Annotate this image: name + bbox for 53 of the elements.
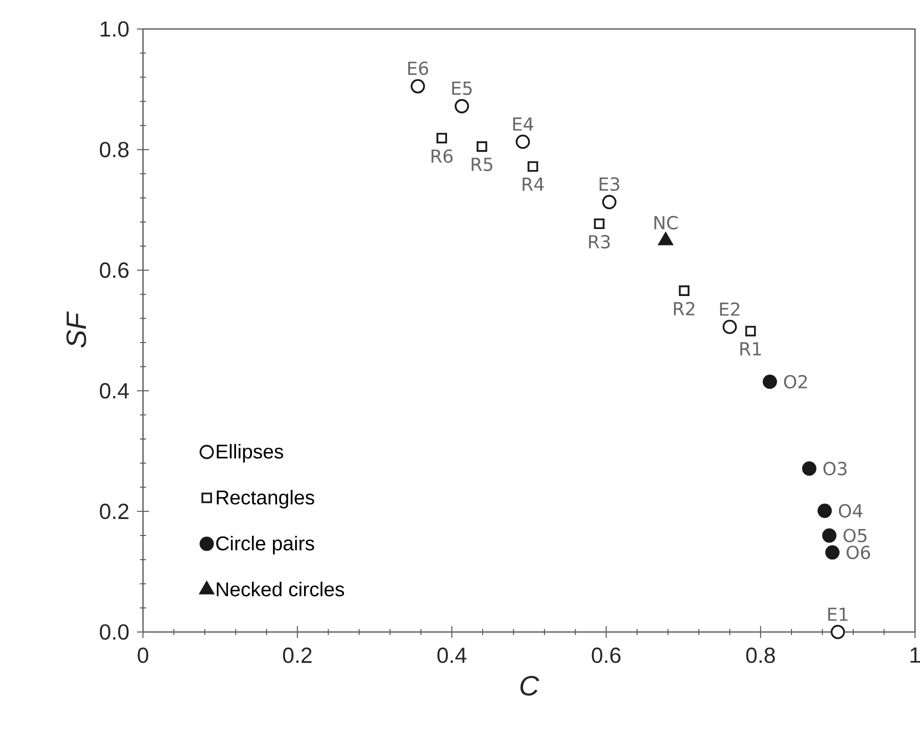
- y-tick-label: 0.8: [100, 142, 129, 158]
- point: [818, 504, 832, 518]
- point: [436, 132, 448, 144]
- point: [410, 79, 425, 94]
- y-tick-label: 1.0: [100, 21, 129, 37]
- x-tick-label: 0.2: [283, 648, 312, 664]
- annotation: E5: [452, 82, 472, 95]
- y-tick-label: 0.0: [100, 624, 129, 640]
- legend-label: Rectangles: [216, 490, 314, 508]
- point: [476, 141, 488, 152]
- point: [762, 374, 778, 389]
- annotation: NC: [654, 216, 678, 230]
- annotation: E2: [720, 302, 740, 316]
- point: [454, 99, 469, 114]
- annotation: R5: [472, 158, 492, 172]
- annotation: E4: [513, 117, 534, 131]
- y-tick-label: 0.2: [100, 504, 128, 520]
- x-tick-label: 0.4: [437, 648, 466, 664]
- annotation: E3: [600, 177, 620, 191]
- annotation: O4: [838, 504, 862, 518]
- point: [528, 161, 538, 172]
- point: [825, 545, 840, 560]
- annotation: O2: [784, 374, 807, 389]
- annotation: R2: [674, 302, 694, 316]
- annotation: O5: [844, 528, 866, 542]
- annotation: R4: [522, 178, 544, 191]
- x-tick-label: 1: [910, 648, 920, 663]
- point: [722, 320, 737, 334]
- annotation: R3: [589, 234, 610, 249]
- annotation: R6: [432, 149, 453, 163]
- point: [516, 134, 530, 149]
- annotation: R1: [740, 342, 761, 356]
- annotation: E1: [828, 608, 848, 621]
- point: [745, 326, 756, 336]
- x-tick-label: 0.6: [592, 648, 620, 664]
- legend-label: Circle pairs: [216, 536, 314, 554]
- x-axis-title: C: [520, 676, 540, 696]
- point: [602, 194, 616, 210]
- x-tick-label: 0.8: [746, 648, 775, 664]
- point: [802, 461, 816, 476]
- annotation: E6: [408, 62, 428, 76]
- point: [822, 528, 836, 543]
- legend-label: Necked circles: [216, 582, 344, 596]
- y-tick-label: 0.6: [100, 262, 129, 278]
- point: [594, 218, 605, 230]
- y-tick-label: 0.4: [100, 383, 129, 399]
- y-axis-title: SF: [66, 311, 86, 348]
- annotation: O6: [846, 546, 870, 560]
- annotation: O3: [823, 462, 847, 476]
- legend-label: Ellipses: [216, 444, 284, 463]
- point: [678, 285, 690, 296]
- x-tick-label: 0: [138, 648, 148, 664]
- point: [830, 624, 845, 640]
